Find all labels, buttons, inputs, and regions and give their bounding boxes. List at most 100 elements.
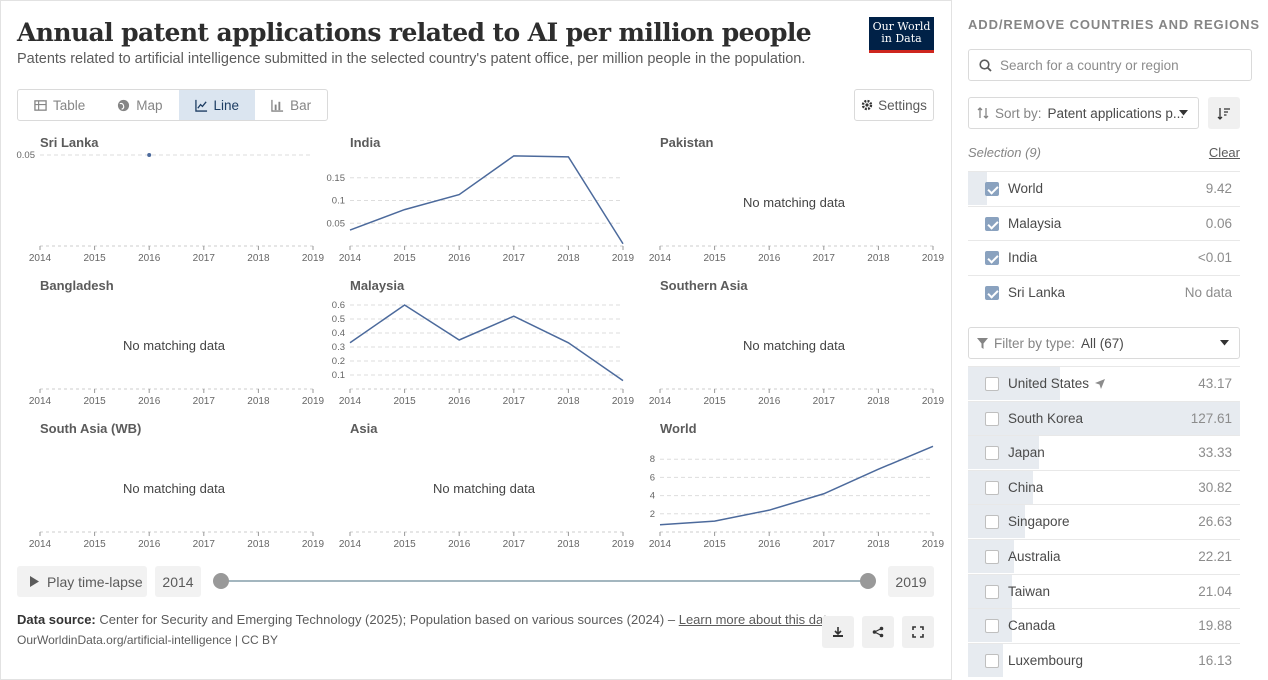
entity-name: Canada xyxy=(1008,618,1055,633)
tab-map[interactable]: Map xyxy=(101,90,178,120)
settings-button[interactable]: Settings xyxy=(854,89,934,121)
fullscreen-button[interactable] xyxy=(902,616,934,648)
share-button[interactable] xyxy=(862,616,894,648)
panel-title: World xyxy=(660,421,697,436)
entity-name: Luxembourg xyxy=(1008,653,1083,668)
timeline-slider-track[interactable] xyxy=(221,580,868,582)
selection-header: Selection (9) Clear xyxy=(968,145,1240,160)
chevron-down-icon xyxy=(1179,110,1188,116)
sort-order-button[interactable] xyxy=(1208,97,1240,129)
entity-checkbox[interactable] xyxy=(985,377,999,391)
no-data-label: No matching data xyxy=(433,481,536,496)
x-tick-label: 2014 xyxy=(29,253,52,264)
panel-title: Malaysia xyxy=(350,278,405,293)
owid-logo[interactable]: Our World in Data xyxy=(869,17,934,53)
y-tick-label: 0.15 xyxy=(327,173,346,184)
x-tick-label: 2015 xyxy=(83,253,106,264)
entity-checkbox[interactable] xyxy=(985,654,999,668)
entity-row[interactable]: Malaysia 0.06 xyxy=(968,206,1240,240)
x-tick-label: 2017 xyxy=(813,253,836,264)
x-tick-label: 2016 xyxy=(758,539,781,550)
entity-row[interactable]: Taiwan21.04 xyxy=(968,574,1240,608)
x-tick-label: 2018 xyxy=(557,396,580,407)
entity-checkbox[interactable] xyxy=(985,182,999,196)
x-tick-label: 2015 xyxy=(393,253,416,264)
entity-row[interactable]: Luxembourg16.13 xyxy=(968,643,1240,677)
location-arrow-icon xyxy=(1095,379,1105,389)
tab-map-label: Map xyxy=(136,98,162,113)
entity-checkbox[interactable] xyxy=(985,515,999,529)
entity-value: 33.33 xyxy=(1198,445,1232,460)
learn-more-link[interactable]: Learn more about this data xyxy=(679,612,834,627)
entity-row[interactable]: Japan33.33 xyxy=(968,435,1240,469)
entity-value: <0.01 xyxy=(1198,250,1232,265)
x-tick-label: 2019 xyxy=(922,539,945,550)
small-multiples-chart: Sri Lanka2014201520162017201820190.05Ind… xyxy=(0,130,951,555)
x-tick-label: 2018 xyxy=(867,253,890,264)
entity-value: 19.88 xyxy=(1198,618,1232,633)
line-chart-icon xyxy=(195,99,208,112)
start-year[interactable]: 2014 xyxy=(155,566,201,597)
entity-row[interactable]: World9.42 xyxy=(968,171,1240,205)
x-tick-label: 2017 xyxy=(193,396,216,407)
expand-icon xyxy=(912,626,924,638)
entity-row[interactable]: India<0.01 xyxy=(968,240,1240,274)
x-tick-label: 2019 xyxy=(612,396,635,407)
tab-bar[interactable]: Bar xyxy=(255,90,327,120)
entity-row[interactable]: United States43.17 xyxy=(968,366,1240,400)
x-tick-label: 2018 xyxy=(867,396,890,407)
x-tick-label: 2015 xyxy=(703,539,726,550)
bar-chart-icon xyxy=(271,99,284,112)
play-icon xyxy=(29,576,39,587)
entity-checkbox[interactable] xyxy=(985,585,999,599)
timeline-start-handle[interactable] xyxy=(213,573,229,589)
x-tick-label: 2014 xyxy=(339,253,362,264)
entity-row[interactable]: South Korea127.61 xyxy=(968,401,1240,435)
chart-subtitle: Patents related to artificial intelligen… xyxy=(17,51,805,67)
x-tick-label: 2017 xyxy=(193,539,216,550)
entity-row[interactable]: Australia22.21 xyxy=(968,539,1240,573)
chart-title: Annual patent applications related to AI… xyxy=(17,18,811,47)
y-tick-label: 0.4 xyxy=(332,328,345,339)
entity-name: Malaysia xyxy=(1008,216,1061,231)
entity-checkbox[interactable] xyxy=(985,550,999,564)
entity-value: 21.04 xyxy=(1198,584,1232,599)
play-timelapse-button[interactable]: Play time-lapse xyxy=(17,566,147,597)
y-tick-label: 0.05 xyxy=(17,150,36,161)
timeline-end-handle[interactable] xyxy=(860,573,876,589)
entity-row[interactable]: Singapore26.63 xyxy=(968,504,1240,538)
entity-row[interactable]: Sri LankaNo data xyxy=(968,275,1240,309)
x-tick-label: 2019 xyxy=(922,253,945,264)
entity-checkbox[interactable] xyxy=(985,412,999,426)
x-tick-label: 2016 xyxy=(448,253,471,264)
entity-checkbox[interactable] xyxy=(985,446,999,460)
x-tick-label: 2019 xyxy=(612,539,635,550)
entity-checkbox[interactable] xyxy=(985,217,999,231)
entity-checkbox[interactable] xyxy=(985,251,999,265)
x-tick-label: 2016 xyxy=(448,539,471,550)
clear-selection-button[interactable]: Clear xyxy=(1209,145,1240,160)
search-box[interactable] xyxy=(968,49,1252,81)
entity-checkbox[interactable] xyxy=(985,619,999,633)
panel-southern-asia: Southern Asia201420152016201720182019No … xyxy=(649,278,945,407)
y-tick-label: 8 xyxy=(650,454,655,465)
panel-india: India2014201520162017201820190.050.10.15 xyxy=(327,135,635,264)
entity-value: 127.61 xyxy=(1191,411,1232,426)
entity-value: 0.06 xyxy=(1206,216,1232,231)
search-input[interactable] xyxy=(1000,58,1240,73)
entity-row[interactable]: Canada 19.88 xyxy=(968,608,1240,642)
x-tick-label: 2015 xyxy=(393,539,416,550)
download-button[interactable] xyxy=(822,616,854,648)
data-source: Data source: Center for Security and Eme… xyxy=(17,612,834,627)
end-year[interactable]: 2019 xyxy=(888,566,934,597)
series-line xyxy=(350,156,623,244)
tab-table[interactable]: Table xyxy=(18,90,101,120)
entity-checkbox[interactable] xyxy=(985,286,999,300)
entity-row[interactable]: China30.82 xyxy=(968,470,1240,504)
tab-line[interactable]: Line xyxy=(179,90,256,120)
sort-dropdown[interactable]: Sort by: Patent applications p... xyxy=(968,97,1199,129)
filter-dropdown[interactable]: Filter by type: All (67) xyxy=(968,327,1240,359)
entity-checkbox[interactable] xyxy=(985,481,999,495)
x-tick-label: 2018 xyxy=(247,253,270,264)
x-tick-label: 2017 xyxy=(503,539,526,550)
